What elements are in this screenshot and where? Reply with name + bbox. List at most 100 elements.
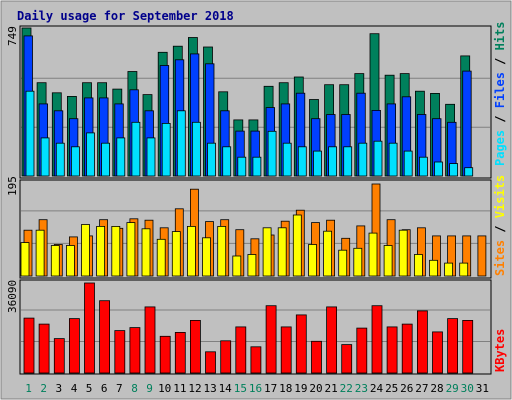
x-label-day-29: 29: [446, 382, 459, 395]
bar-pages-day-3: [55, 142, 65, 177]
bar-pages-day-6: [101, 142, 110, 177]
bar-pages-day-10: [161, 123, 171, 177]
bar-pages-day-12: [191, 121, 201, 177]
bar-pages-day-20: [313, 150, 322, 177]
x-label-day-10: 10: [158, 382, 171, 395]
bar-kbytes-day-6: [99, 300, 110, 374]
x-label-day-26: 26: [400, 382, 413, 395]
x-label-day-31: 31: [476, 382, 489, 395]
bar-visits-day-22: [338, 249, 348, 277]
bar-kbytes-day-25: [386, 326, 398, 374]
bar-visits-day-7: [111, 225, 121, 277]
bar-kbytes-day-7: [114, 330, 126, 374]
bar-pages-day-27: [418, 156, 428, 177]
bar-visits-day-9: [141, 228, 151, 277]
bar-visits-day-3: [50, 245, 60, 277]
x-label-day-17: 17: [264, 382, 277, 395]
bar-kbytes-day-30: [462, 319, 474, 374]
x-label-day-20: 20: [309, 382, 322, 395]
side-label-part: /: [493, 108, 507, 130]
bar-pages-day-18: [282, 142, 292, 177]
bar-visits-day-24: [368, 232, 378, 277]
bar-visits-day-26: [398, 229, 408, 277]
bar-visits-day-6: [96, 225, 105, 277]
x-label-day-16: 16: [249, 382, 262, 395]
bar-files-day-30: [462, 70, 472, 177]
x-label-day-5: 5: [86, 382, 93, 395]
bar-visits-day-11: [171, 231, 181, 277]
bar-visits-day-16: [247, 254, 257, 277]
bar-pages-day-13: [207, 142, 216, 177]
x-label-day-2: 2: [40, 382, 47, 395]
bar-visits-day-1: [20, 242, 30, 277]
bar-sites-day-31: [477, 235, 487, 277]
x-label-day-27: 27: [415, 382, 428, 395]
bar-pages-day-24: [373, 140, 383, 177]
bar-kbytes-day-9: [144, 306, 156, 374]
side-label-part: KBytes: [493, 329, 507, 372]
x-label-day-7: 7: [116, 382, 123, 395]
x-label-day-14: 14: [219, 382, 233, 395]
bar-pages-day-28: [434, 161, 443, 177]
bar-pages-day-15: [237, 156, 247, 177]
ymax-label-kbytes: 36090: [6, 280, 19, 313]
bar-kbytes-day-21: [326, 306, 338, 374]
ymax-label-sites: 195: [6, 176, 19, 196]
bar-kbytes-day-18: [280, 326, 292, 374]
bar-pages-day-30: [464, 167, 474, 177]
side-label-part: Sites: [493, 240, 507, 276]
bar-visits-day-2: [35, 229, 45, 277]
x-label-day-25: 25: [385, 382, 398, 395]
bar-pages-day-26: [403, 150, 413, 177]
bar-visits-day-30: [459, 262, 469, 277]
bar-pages-day-16: [252, 156, 262, 177]
x-axis-labels: 1 2 3 4 5 6 7 8 9 10 11 12 13 14 15 16 17 18 19 20 21 22 23 24 2…: [25, 382, 489, 395]
bar-kbytes-day-19: [295, 314, 307, 374]
bar-kbytes-day-8: [129, 327, 141, 374]
bar-visits-day-12: [186, 225, 196, 277]
ymax-label-hits: 749: [6, 26, 19, 46]
bar-kbytes-day-29: [447, 318, 459, 374]
side-label-part: Hits: [493, 21, 507, 50]
bar-kbytes-day-15: [235, 326, 247, 374]
x-label-day-24: 24: [370, 382, 384, 395]
side-label-part: Pages: [493, 130, 507, 166]
x-label-day-9: 9: [146, 382, 153, 395]
x-label-day-19: 19: [294, 382, 307, 395]
bar-pages-day-9: [146, 137, 156, 177]
bar-kbytes-day-22: [341, 344, 353, 374]
bar-pages-day-17: [267, 130, 277, 177]
bar-kbytes-day-28: [432, 331, 443, 374]
x-label-day-6: 6: [101, 382, 108, 395]
bar-visits-day-27: [413, 254, 423, 277]
bar-kbytes-day-4: [69, 318, 80, 374]
bar-visits-day-28: [429, 259, 438, 277]
x-label-day-4: 4: [71, 382, 78, 395]
bar-visits-day-4: [66, 245, 75, 277]
bars: [20, 27, 487, 374]
bar-visits-day-21: [323, 230, 333, 277]
bar-pages-day-29: [449, 163, 459, 177]
bar-pages-day-11: [176, 110, 186, 177]
bar-kbytes-day-27: [416, 310, 428, 374]
bar-kbytes-day-16: [250, 346, 262, 374]
bar-kbytes-day-23: [356, 327, 368, 374]
bar-pages-day-7: [116, 137, 126, 177]
bar-pages-day-22: [343, 146, 353, 177]
bar-kbytes-day-12: [189, 319, 201, 374]
bar-pages-day-14: [222, 146, 232, 177]
side-label-part: Visits: [493, 175, 507, 218]
bar-visits-day-23: [353, 247, 363, 277]
bar-kbytes-day-2: [38, 323, 50, 374]
bar-pages-day-19: [297, 146, 307, 177]
bar-visits-day-13: [202, 237, 211, 277]
x-label-day-21: 21: [324, 382, 337, 395]
side-label-part: Files: [493, 72, 507, 108]
x-label-day-23: 23: [355, 382, 368, 395]
x-label-day-12: 12: [188, 382, 201, 395]
side-label-hits-files-pages: Pages / Files / Hits: [493, 21, 507, 166]
bar-kbytes-day-17: [265, 305, 277, 374]
x-label-day-28: 28: [430, 382, 443, 395]
